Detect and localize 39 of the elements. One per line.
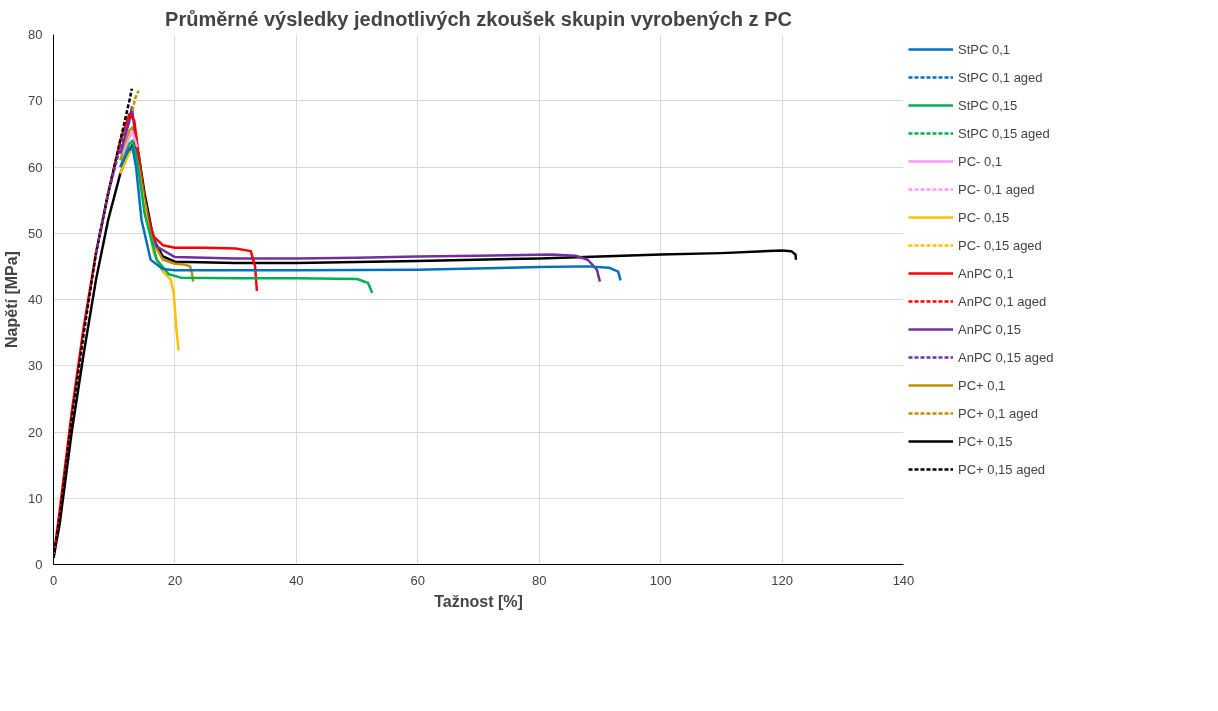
y-tick-label: 0 <box>35 557 43 572</box>
legend-label: AnPC 0,1 aged <box>958 293 1048 309</box>
y-axis-title: Napětí [MPa] <box>3 251 21 348</box>
legend-label: StPC 0,15 aged <box>958 125 1051 141</box>
y-tick-label: 40 <box>28 292 43 307</box>
legend-label: PC- 0,15 <box>958 209 1011 225</box>
y-tick-label: 50 <box>28 225 43 241</box>
x-tick-label: 80 <box>531 572 547 588</box>
y-tick-label: 60 <box>28 159 43 175</box>
y-tick-label: 30 <box>28 358 43 374</box>
legend-label: StPC 0,1 aged <box>958 69 1044 85</box>
legend-label: PC- 0,15 aged <box>958 237 1043 253</box>
x-tick-label: 0 <box>49 572 58 588</box>
x-tick-label: 20 <box>167 572 183 588</box>
legend-label: PC+ 0,1 aged <box>958 405 1039 421</box>
legend-label: PC- 0,1 <box>958 153 1004 169</box>
line-series <box>119 139 374 295</box>
legend-label: PC- 0,1 aged <box>958 181 1036 197</box>
x-tick-label: 100 <box>649 572 672 588</box>
legend-label: StPC 0,1 <box>958 41 1012 57</box>
chart-title: Průměrné výsledky jednotlivých zkoušek skupin vyrobených z PC <box>165 7 792 30</box>
x-tick-label: 60 <box>410 572 426 588</box>
legend-label: PC+ 0,1 <box>958 377 1007 393</box>
line-series <box>119 145 622 282</box>
x-tick-label: 140 <box>892 572 915 588</box>
x-axis-title: Tažnost [%] <box>434 592 523 610</box>
y-tick-label: 80 <box>28 27 43 42</box>
legend-label: PC+ 0,15 aged <box>958 461 1047 477</box>
legend-label: AnPC 0,1 <box>958 265 1015 281</box>
legend-label: PC+ 0,15 <box>958 433 1014 449</box>
x-tick-label: 120 <box>771 572 793 588</box>
legend-label: AnPC 0,15 aged <box>958 349 1055 365</box>
line-series <box>122 130 139 155</box>
legend-label: StPC 0,15 <box>958 97 1019 113</box>
legend-label: AnPC 0,15 <box>958 321 1022 337</box>
x-tick-label: 40 <box>289 572 304 588</box>
y-tick-label: 10 <box>28 490 43 506</box>
y-tick-label: 20 <box>28 424 43 440</box>
y-tick-label: 70 <box>28 93 43 109</box>
